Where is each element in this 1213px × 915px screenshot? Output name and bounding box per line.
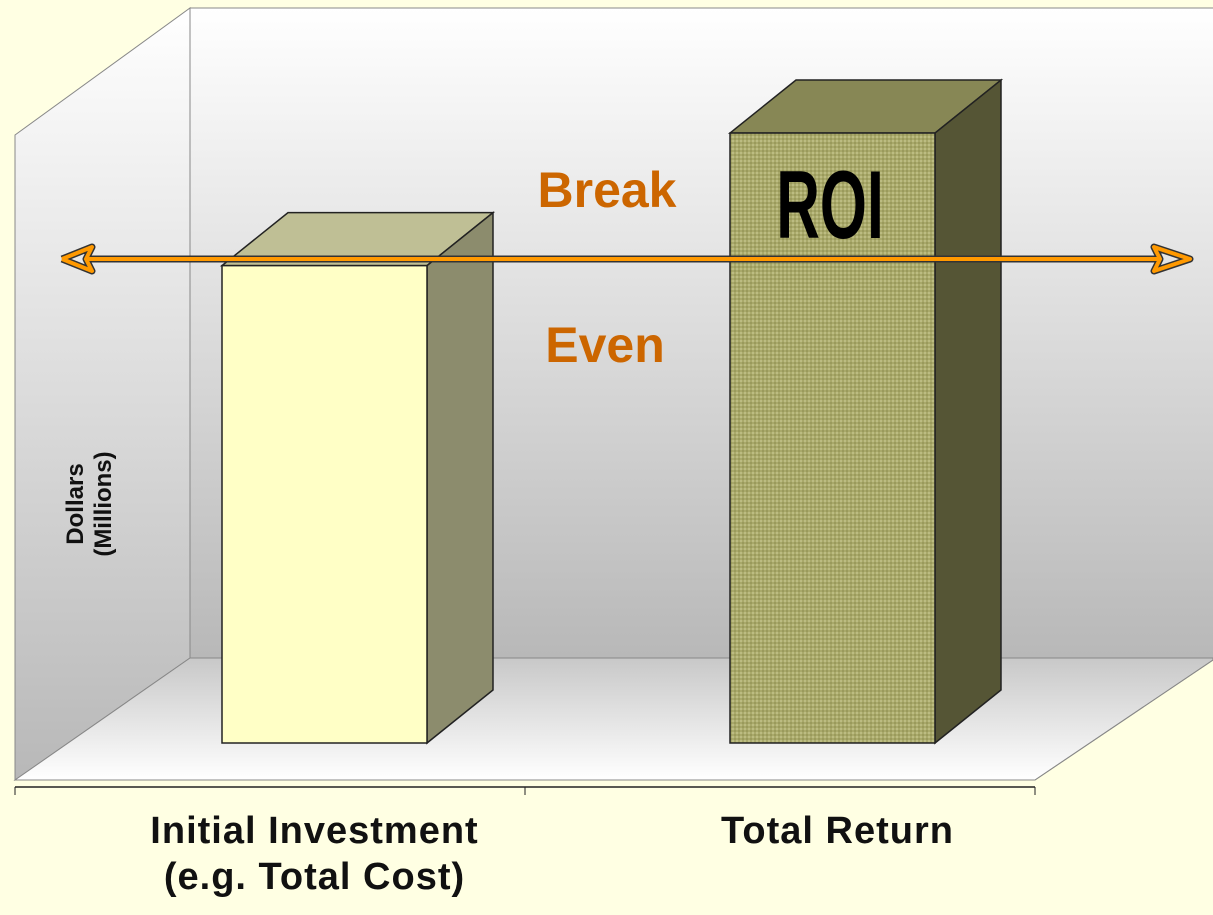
bar-side [426, 211, 494, 745]
bar [219, 211, 496, 745]
bar-side [934, 78, 1002, 745]
floor [13, 657, 1213, 781]
annotation: Even [545, 317, 665, 373]
x-tick-label: Total Return [721, 810, 954, 852]
bar-front [221, 264, 428, 744]
bar [727, 78, 1004, 745]
annotation: Break [538, 162, 677, 218]
break-even-line [60, 243, 1194, 275]
x-tick-label: Initial Investment (e.g. Total Cost) [150, 810, 479, 898]
floor-edge [1034, 659, 1213, 781]
annotation: ROI [776, 152, 884, 260]
y-axis-label: Dollars (Millions) [62, 451, 117, 557]
bar-front [729, 132, 936, 744]
arrow [61, 245, 1192, 274]
